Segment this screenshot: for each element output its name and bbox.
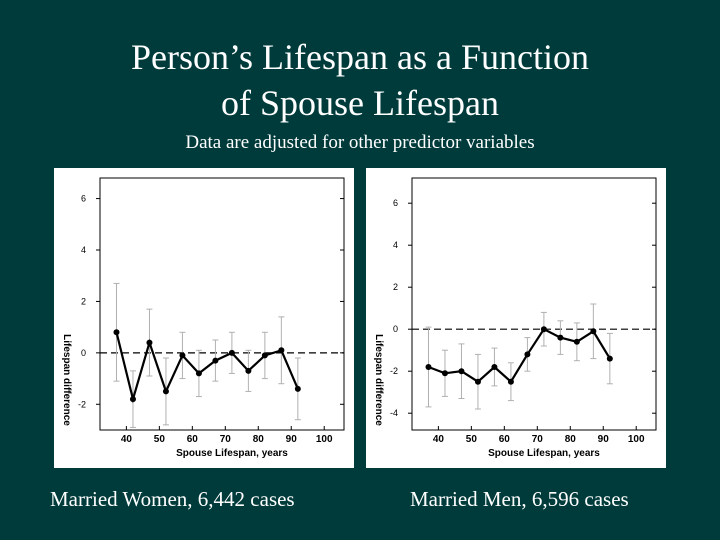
men-point-1 (441, 370, 448, 377)
women-y-tick-label-2: 2 (81, 296, 86, 306)
caption-women: Married Women, 6,442 cases (50, 487, 295, 511)
men-x-tick-label-5: 90 (598, 434, 610, 445)
women-x-tick-label-3: 70 (220, 434, 232, 445)
men-x-tick-label-3: 70 (532, 434, 544, 445)
men-point-2 (458, 368, 465, 375)
women-plot-frame (99, 177, 345, 431)
men-y-tick-label-4: 4 (393, 240, 398, 250)
women-x-tick-label-0: 40 (121, 434, 133, 445)
men-y-tick-label-3: 2 (393, 282, 398, 292)
men-point-7 (540, 326, 547, 333)
chart-panel-women: -2 0 2 4 6 40 50 60 70 80 90 100 Spouse Lifespan, ye… (54, 168, 354, 468)
men-plot-frame (411, 177, 657, 431)
men-point-10 (590, 328, 597, 335)
chart-panel-men: -4 -2 0 2 4 6 40 50 60 70 80 90 100 Spouse Lifespan, … (366, 168, 666, 468)
women-y-tick-label-3: 4 (81, 245, 86, 255)
men-x-tick-label-6: 100 (628, 434, 645, 445)
women-y-axis-label: Lifespan difference (61, 334, 72, 426)
men-point-9 (573, 338, 580, 345)
chart-women: -2 0 2 4 6 40 50 60 70 80 90 100 Spouse Lifespan, ye… (61, 177, 345, 459)
women-point-0 (113, 329, 120, 336)
women-x-tick-label-5: 90 (286, 434, 298, 445)
men-x-tick-label-4: 80 (565, 434, 577, 445)
women-series-line-0 (115, 332, 299, 404)
women-point-7 (228, 349, 235, 356)
men-y-tick-label-2: 0 (393, 324, 398, 334)
women-point-4 (179, 352, 186, 359)
slide-subtitle: Data are adjusted for other predictor va… (185, 132, 535, 153)
men-point-5 (507, 378, 514, 385)
men-point-11 (606, 355, 613, 362)
women-point-5 (195, 370, 202, 377)
slide-title: Person’s Lifespan as a Function of Spous… (0, 34, 720, 126)
women-x-axis-label: Spouse Lifespan, years (176, 448, 288, 459)
slide-title-line1: Person’s Lifespan as a Function (131, 37, 589, 77)
women-y-tick-label-1: 0 (81, 348, 86, 358)
men-y-tick-label-5: 6 (393, 198, 398, 208)
men-y-tick-label-0: -4 (390, 408, 398, 418)
women-point-8 (245, 367, 252, 374)
women-point-10 (278, 347, 285, 354)
women-point-9 (261, 352, 268, 359)
women-point-3 (162, 388, 169, 395)
women-x-tick-label-1: 50 (154, 434, 166, 445)
men-x-axis-label: Spouse Lifespan, years (488, 448, 600, 459)
slide-title-line2: of Spouse Lifespan (221, 83, 499, 123)
men-point-4 (491, 364, 498, 370)
caption-men: Married Men, 6,596 cases (410, 487, 629, 511)
men-point-3 (474, 378, 481, 385)
women-point-2 (146, 339, 153, 346)
women-y-tick-label-0: -2 (78, 399, 86, 409)
men-point-6 (524, 351, 531, 358)
women-point-6 (212, 357, 219, 364)
men-x-tick-label-1: 50 (466, 434, 478, 445)
chart-men: -4 -2 0 2 4 6 40 50 60 70 80 90 100 Spouse Lifespan, … (373, 177, 657, 459)
men-y-axis-label: Lifespan difference (373, 334, 384, 426)
women-x-tick-label-2: 60 (187, 434, 199, 445)
women-point-11 (294, 385, 301, 392)
men-point-8 (557, 334, 564, 341)
men-series-line-0 (428, 327, 611, 384)
women-x-tick-label-4: 80 (253, 434, 265, 445)
men-x-tick-label-2: 60 (499, 434, 511, 445)
women-point-1 (129, 396, 136, 403)
women-x-tick-label-6: 100 (316, 434, 333, 445)
men-x-tick-label-0: 40 (433, 434, 445, 445)
men-y-tick-label-1: -2 (390, 366, 398, 376)
women-y-tick-label-4: 6 (81, 194, 86, 204)
men-point-0 (425, 364, 432, 370)
